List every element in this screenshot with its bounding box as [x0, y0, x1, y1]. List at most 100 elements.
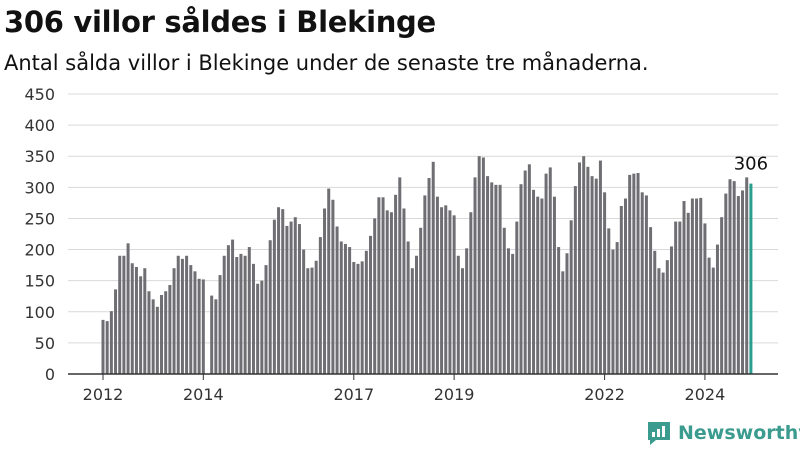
- bar: [343, 243, 347, 374]
- bar: [348, 247, 352, 374]
- y-tick-label: 450: [24, 85, 55, 104]
- bar: [352, 262, 356, 374]
- bar: [590, 176, 594, 374]
- bar: [523, 170, 527, 374]
- bar: [385, 210, 389, 374]
- y-tick-label: 0: [45, 365, 55, 384]
- y-tick-label: 350: [24, 147, 55, 166]
- bar: [235, 257, 239, 374]
- bar: [243, 255, 247, 374]
- y-tick-label: 50: [35, 334, 55, 353]
- bar: [686, 212, 690, 374]
- bar: [302, 249, 306, 374]
- bar: [498, 184, 502, 374]
- brand-logo: Newsworthy: [646, 420, 800, 446]
- bar: [268, 240, 272, 374]
- bar: [172, 268, 176, 374]
- x-tick-label: 2024: [685, 385, 726, 404]
- bar: [310, 267, 314, 374]
- bar: [389, 212, 393, 374]
- chart-subtitle: Antal sålda villor i Blekinge under de s…: [4, 51, 649, 75]
- bar: [264, 265, 268, 374]
- bar: [565, 253, 569, 374]
- bar: [674, 221, 678, 374]
- bar: [214, 299, 218, 374]
- bar: [548, 167, 552, 374]
- bar: [360, 261, 364, 374]
- bar: [369, 235, 373, 374]
- bar: [640, 192, 644, 374]
- bar: [247, 247, 251, 374]
- bar: [745, 177, 749, 374]
- bar: [728, 179, 732, 374]
- bar: [314, 260, 318, 374]
- bar: [427, 178, 431, 374]
- bar: [297, 224, 301, 374]
- bar: [130, 263, 134, 374]
- bar: [695, 198, 699, 374]
- bar: [114, 289, 118, 374]
- y-tick-label: 200: [24, 241, 55, 260]
- bar: [644, 195, 648, 374]
- bar: [490, 182, 494, 374]
- bar: [394, 194, 398, 374]
- bar: [277, 207, 281, 374]
- bar: [711, 267, 715, 374]
- y-tick-label: 400: [24, 116, 55, 135]
- y-tick-label: 250: [24, 209, 55, 228]
- bar: [281, 209, 285, 374]
- bar: [544, 173, 548, 374]
- bar: [260, 280, 264, 374]
- bar: [465, 248, 469, 374]
- bar: [440, 207, 444, 374]
- bar: [139, 276, 143, 374]
- bar: [477, 156, 481, 374]
- bar: [532, 189, 536, 374]
- bar: [339, 241, 343, 374]
- bar: [632, 173, 636, 374]
- bar: [406, 241, 410, 374]
- bar: [607, 228, 611, 374]
- bar: [460, 268, 464, 374]
- bar: [335, 226, 339, 374]
- bar: [473, 177, 477, 374]
- bar: [164, 291, 168, 374]
- bar: [222, 255, 226, 374]
- x-tick-label: 2022: [584, 385, 625, 404]
- bar: [377, 197, 381, 374]
- bar: [582, 156, 586, 374]
- bar: [168, 285, 172, 374]
- bar: [189, 265, 193, 374]
- bar: [285, 225, 289, 374]
- bar: [540, 198, 544, 374]
- x-tick-label: 2014: [183, 385, 224, 404]
- bar: [122, 255, 126, 374]
- bar: [180, 258, 184, 374]
- bar: [561, 271, 565, 374]
- bar: [364, 250, 368, 374]
- bar: [126, 243, 130, 374]
- bar: [661, 272, 665, 374]
- bar: [251, 263, 255, 374]
- bar: [469, 212, 473, 374]
- bar: [481, 157, 485, 374]
- bar: [519, 184, 523, 374]
- bar: [724, 193, 728, 374]
- bar: [552, 196, 556, 374]
- bar: [151, 299, 155, 374]
- bar: [143, 268, 147, 374]
- bar: [423, 195, 427, 374]
- bar: [699, 197, 703, 374]
- bar: [256, 283, 260, 374]
- bar: [197, 278, 201, 374]
- bar: [603, 192, 607, 374]
- bar: [160, 294, 164, 374]
- highlight-value-label: 306: [734, 154, 768, 175]
- bar: [201, 279, 205, 374]
- bar: [456, 255, 460, 374]
- bar: [578, 162, 582, 374]
- x-tick-label: 2012: [83, 385, 124, 404]
- bar: [185, 255, 189, 374]
- chart-title: 306 villor såldes i Blekinge: [4, 5, 436, 39]
